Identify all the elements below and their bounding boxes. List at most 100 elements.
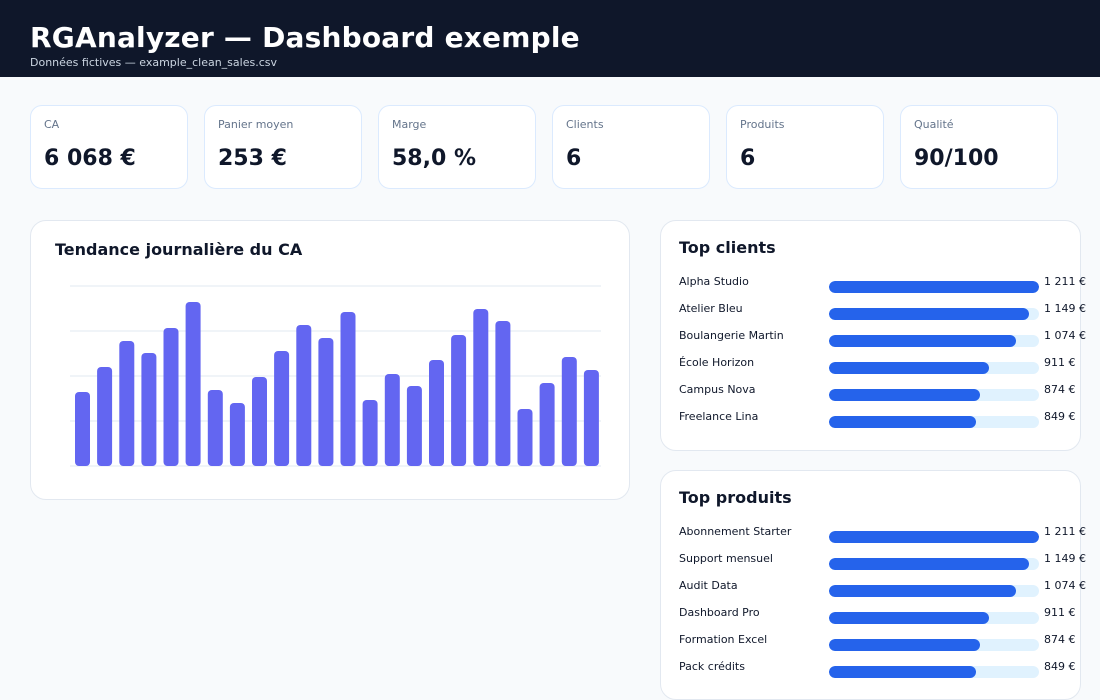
client-amount: 1 074 € [1044, 329, 1086, 342]
product-bar-fill [829, 639, 981, 651]
chart-bar [340, 312, 356, 466]
client-amount: 874 € [1044, 383, 1076, 396]
client-name: Alpha Studio [679, 275, 749, 288]
client-bar-track [829, 281, 1039, 293]
client-bar-fill [829, 416, 976, 428]
page-subtitle: Données fictives — example_clean_sales.c… [30, 56, 277, 69]
product-row: Formation Excel 874 € [679, 633, 1099, 653]
trend-card: Tendance journalière du CA [30, 220, 630, 500]
chart-bar [473, 309, 489, 466]
chart-bar [163, 328, 179, 466]
chart-bar [495, 321, 511, 466]
trend-bar-chart [70, 285, 601, 467]
client-amount: 1 149 € [1044, 302, 1086, 315]
product-row: Pack crédits 849 € [679, 660, 1099, 680]
product-amount: 1 149 € [1044, 552, 1086, 565]
chart-bar [517, 409, 533, 466]
chart-bar [384, 374, 400, 466]
kpi-value: 253 € [218, 146, 287, 171]
product-amount: 849 € [1044, 660, 1076, 673]
product-bar-fill [829, 558, 1029, 570]
chart-bar [406, 386, 422, 466]
chart-bar [583, 370, 599, 466]
kpi-value: 6 068 € [44, 146, 136, 171]
kpi-label: Panier moyen [218, 118, 294, 131]
product-name: Abonnement Starter [679, 525, 792, 538]
product-row: Support mensuel 1 149 € [679, 552, 1099, 572]
chart-bar [207, 390, 223, 466]
product-row: Audit Data 1 074 € [679, 579, 1099, 599]
kpi-card-ca: CA 6 068 € [30, 105, 188, 189]
chart-bar [561, 357, 577, 466]
product-name: Formation Excel [679, 633, 768, 646]
client-bar-track [829, 335, 1039, 347]
kpi-label: CA [44, 118, 60, 131]
client-name: Campus Nova [679, 383, 756, 396]
chart-bar [119, 341, 135, 466]
kpi-label: Qualité [914, 118, 954, 131]
client-row: École Horizon 911 € [679, 356, 1099, 376]
product-bar-track [829, 666, 1039, 678]
product-bar-track [829, 639, 1039, 651]
client-bar-fill [829, 362, 989, 374]
kpi-label: Clients [566, 118, 604, 131]
kpi-card-produits: Produits 6 [726, 105, 884, 189]
kpi-card-panier-moyen: Panier moyen 253 € [204, 105, 362, 189]
client-bar-track [829, 416, 1039, 428]
chart-bar [539, 383, 555, 466]
kpi-value: 58,0 % [392, 146, 476, 171]
chart-bar [451, 335, 467, 466]
client-bar-track [829, 389, 1039, 401]
chart-bar [185, 302, 201, 466]
product-amount: 1 074 € [1044, 579, 1086, 592]
chart-bar [97, 367, 113, 466]
chart-bar [141, 353, 157, 466]
chart-bar [318, 338, 334, 466]
client-bar-track [829, 362, 1039, 374]
product-name: Audit Data [679, 579, 738, 592]
product-name: Dashboard Pro [679, 606, 760, 619]
kpi-label: Produits [740, 118, 785, 131]
kpi-card-qualite: Qualité 90/100 [900, 105, 1058, 189]
product-row: Dashboard Pro 911 € [679, 606, 1099, 626]
client-name: Atelier Bleu [679, 302, 743, 315]
top-products-card: Top produits Abonnement Starter 1 211 € Su… [660, 470, 1086, 700]
client-bar-fill [829, 389, 981, 401]
client-bar-fill [829, 335, 1016, 347]
product-amount: 1 211 € [1044, 525, 1086, 538]
product-bar-fill [829, 666, 976, 678]
product-bar-track [829, 585, 1039, 597]
product-bar-track [829, 612, 1039, 624]
chart-bar [362, 400, 378, 466]
top-clients-title: Top clients [679, 238, 776, 257]
product-name: Pack crédits [679, 660, 745, 673]
chart-bar [252, 377, 267, 466]
product-bar-fill [829, 585, 1016, 597]
chart-bar [274, 351, 290, 466]
product-amount: 874 € [1044, 633, 1076, 646]
client-row: Freelance Lina 849 € [679, 410, 1099, 430]
kpi-label: Marge [392, 118, 427, 131]
client-name: École Horizon [679, 356, 755, 369]
app-header: RGAnalyzer — Dashboard exemple Données f… [0, 0, 1100, 77]
client-bar-fill [829, 308, 1029, 320]
product-bar-fill [829, 612, 989, 624]
top-products-title: Top produits [679, 488, 792, 507]
kpi-value: 6 [566, 146, 582, 171]
page-title: RGAnalyzer — Dashboard exemple [30, 21, 580, 54]
product-amount: 911 € [1044, 606, 1076, 619]
kpi-card-marge: Marge 58,0 % [378, 105, 536, 189]
client-row: Boulangerie Martin 1 074 € [679, 329, 1099, 349]
client-bar-track [829, 308, 1039, 320]
product-name: Support mensuel [679, 552, 773, 565]
client-amount: 911 € [1044, 356, 1076, 369]
product-bar-track [829, 531, 1039, 543]
kpi-card-clients: Clients 6 [552, 105, 710, 189]
client-amount: 849 € [1044, 410, 1076, 423]
client-amount: 1 211 € [1044, 275, 1086, 288]
client-name: Boulangerie Martin [679, 329, 784, 342]
kpi-value: 90/100 [914, 146, 999, 171]
product-row: Abonnement Starter 1 211 € [679, 525, 1099, 545]
chart-bar [429, 360, 444, 466]
client-bar-fill [829, 281, 1039, 293]
